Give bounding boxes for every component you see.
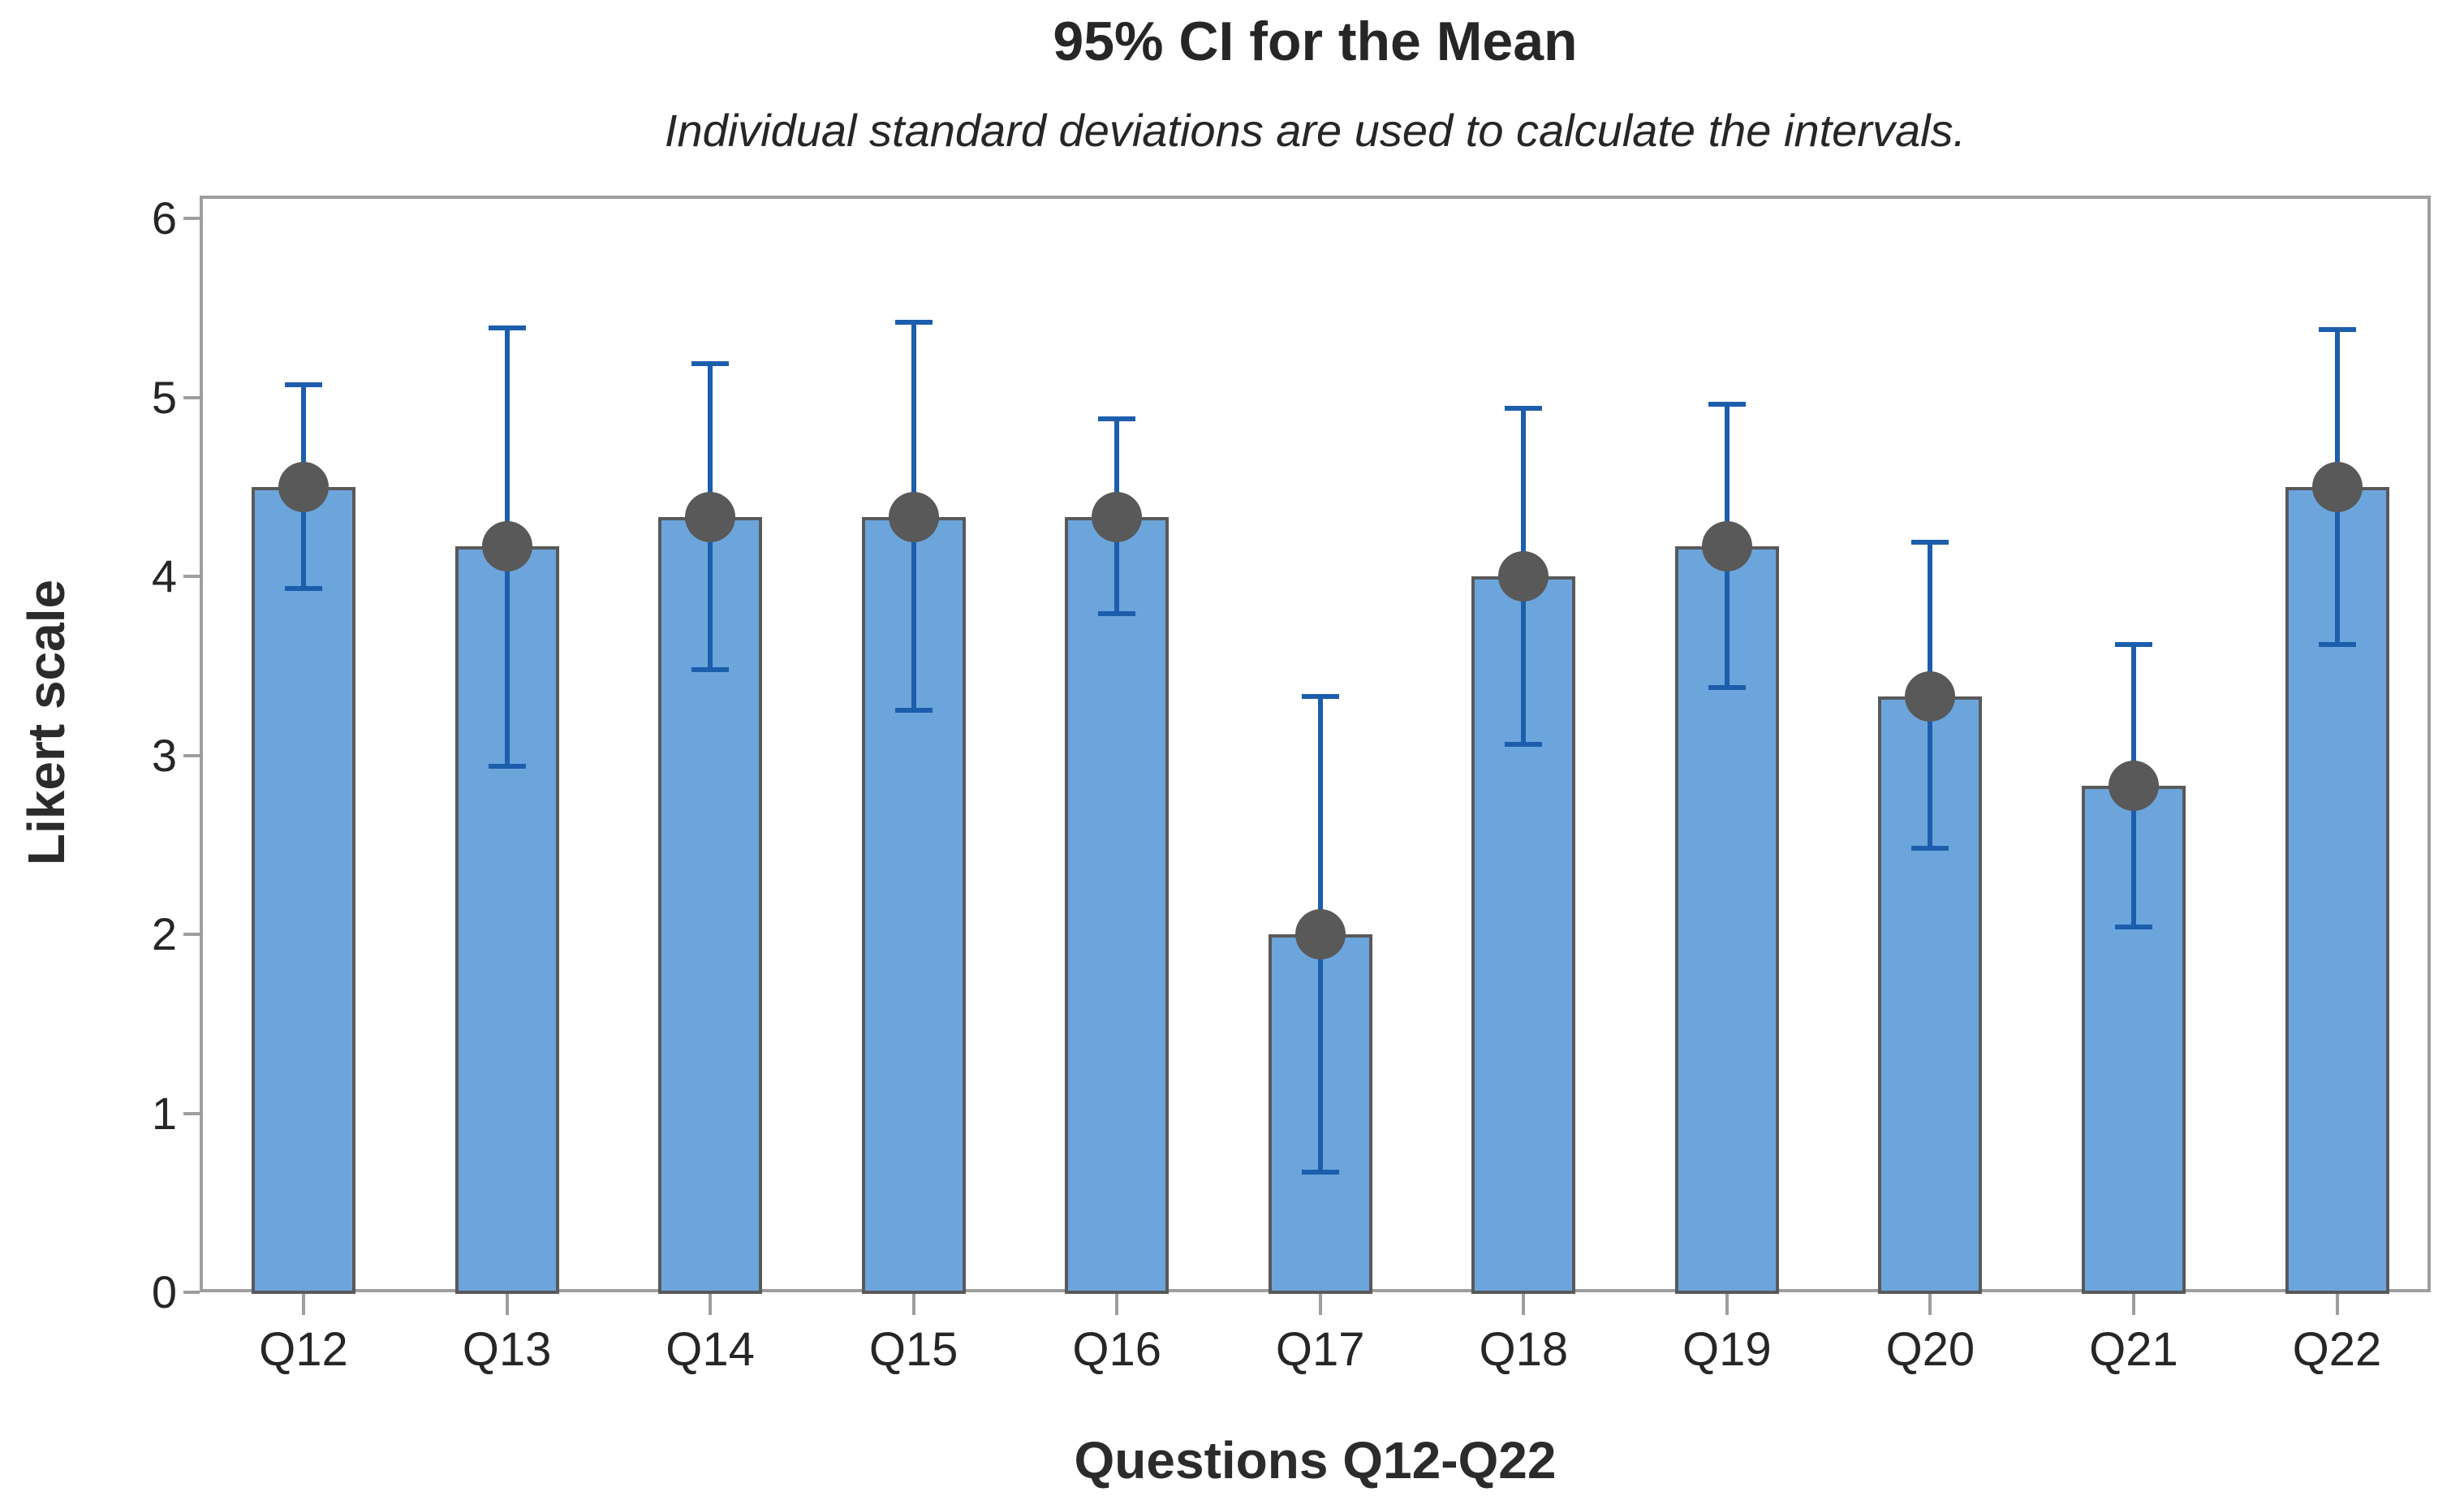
mean-marker-Q21 xyxy=(2108,760,2159,811)
x-tick-mark-Q12 xyxy=(302,1294,305,1315)
x-tick-label-Q22: Q22 xyxy=(2292,1323,2382,1376)
mean-marker-Q12 xyxy=(278,461,329,512)
y-tick-label-1: 1 xyxy=(151,1087,177,1139)
ci-upper-cap-Q19 xyxy=(1708,402,1746,407)
y-tick-mark-4 xyxy=(183,575,200,578)
ci-lower-cap-Q22 xyxy=(2318,641,2356,647)
ci-lower-cap-Q21 xyxy=(2114,925,2152,930)
y-tick-label-5: 5 xyxy=(151,371,177,423)
ci-lower-cap-Q19 xyxy=(1708,684,1746,690)
y-tick-mark-2 xyxy=(183,933,200,936)
x-tick-label-Q20: Q20 xyxy=(1885,1323,1975,1376)
bar-Q12 xyxy=(252,486,355,1294)
x-axis-title: Questions Q12-Q22 xyxy=(1074,1431,1557,1490)
ci-upper-cap-Q18 xyxy=(1505,405,1543,411)
ci-lower-cap-Q18 xyxy=(1505,742,1543,748)
bar-Q22 xyxy=(2285,486,2389,1294)
ci-lower-cap-Q12 xyxy=(285,586,322,592)
ci-lower-cap-Q15 xyxy=(894,708,933,714)
ci-upper-cap-Q21 xyxy=(2114,641,2152,647)
x-tick-mark-Q13 xyxy=(505,1294,509,1315)
x-tick-label-Q12: Q12 xyxy=(259,1323,348,1376)
ci-lower-cap-Q14 xyxy=(691,666,730,672)
ci-lower-cap-Q17 xyxy=(1301,1170,1339,1175)
x-tick-label-Q16: Q16 xyxy=(1072,1323,1161,1376)
y-tick-label-6: 6 xyxy=(151,192,177,244)
x-tick-label-Q19: Q19 xyxy=(1682,1323,1772,1376)
ci-lower-cap-Q20 xyxy=(1911,846,1949,852)
ci-upper-cap-Q16 xyxy=(1098,416,1136,421)
x-tick-label-Q17: Q17 xyxy=(1275,1323,1365,1376)
x-tick-mark-Q17 xyxy=(1318,1294,1322,1315)
ci-upper-cap-Q15 xyxy=(894,319,933,325)
ci-upper-cap-Q14 xyxy=(691,360,730,366)
x-tick-label-Q21: Q21 xyxy=(2089,1323,2178,1376)
chart-subtitle: Individual standard deviations are used … xyxy=(664,105,1966,156)
mean-marker-Q16 xyxy=(1092,492,1143,543)
x-tick-label-Q18: Q18 xyxy=(1479,1323,1569,1376)
mean-marker-Q17 xyxy=(1294,909,1346,959)
mean-marker-Q14 xyxy=(685,492,736,543)
x-tick-label-Q15: Q15 xyxy=(868,1323,958,1376)
y-tick-label-4: 4 xyxy=(151,550,177,601)
y-tick-mark-3 xyxy=(183,753,200,757)
x-tick-mark-Q18 xyxy=(1522,1294,1526,1315)
ci-upper-cap-Q20 xyxy=(1911,540,1949,545)
y-tick-mark-6 xyxy=(183,217,200,220)
x-tick-label-Q13: Q13 xyxy=(462,1323,552,1376)
x-tick-mark-Q20 xyxy=(1928,1294,1932,1315)
mean-marker-Q18 xyxy=(1498,551,1549,601)
mean-marker-Q19 xyxy=(1701,520,1752,571)
bar-Q16 xyxy=(1065,517,1170,1294)
ci-lower-cap-Q16 xyxy=(1098,611,1136,617)
x-tick-mark-Q16 xyxy=(1115,1294,1119,1315)
x-tick-mark-Q19 xyxy=(1725,1294,1729,1315)
ci-upper-cap-Q13 xyxy=(488,325,526,330)
ci-upper-cap-Q17 xyxy=(1301,693,1339,699)
ci-upper-cap-Q22 xyxy=(2318,326,2356,332)
y-tick-label-3: 3 xyxy=(151,729,177,781)
y-tick-mark-1 xyxy=(183,1111,200,1115)
x-tick-mark-Q15 xyxy=(911,1294,915,1315)
mean-marker-Q15 xyxy=(888,492,939,543)
x-tick-mark-Q22 xyxy=(2335,1294,2339,1315)
chart-title: 95% CI for the Mean xyxy=(1053,11,1578,72)
mean-marker-Q20 xyxy=(1905,670,1956,722)
y-tick-label-2: 2 xyxy=(151,908,177,959)
y-tick-mark-0 xyxy=(183,1291,200,1294)
y-tick-mark-5 xyxy=(183,395,200,399)
mean-marker-Q13 xyxy=(481,520,532,571)
x-tick-mark-Q21 xyxy=(2131,1294,2135,1315)
x-tick-mark-Q14 xyxy=(709,1294,713,1315)
x-tick-label-Q14: Q14 xyxy=(666,1323,755,1376)
ci-lower-cap-Q13 xyxy=(488,763,526,769)
ci-upper-cap-Q12 xyxy=(285,382,322,388)
mean-marker-Q22 xyxy=(2311,461,2363,512)
y-tick-label-0: 0 xyxy=(151,1266,177,1317)
